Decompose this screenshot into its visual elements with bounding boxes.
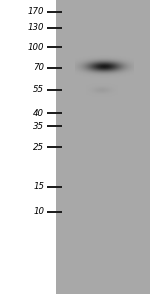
Text: 130: 130 [28, 24, 44, 32]
Bar [56, 0, 150, 294]
Text: 10: 10 [33, 207, 44, 216]
Text: 35: 35 [33, 122, 44, 131]
Text: 55: 55 [33, 85, 44, 94]
Bar [0, 0, 56, 294]
Text: 70: 70 [33, 63, 44, 72]
Text: 40: 40 [33, 109, 44, 118]
Text: 100: 100 [28, 43, 44, 51]
Text: 25: 25 [33, 143, 44, 151]
Text: 170: 170 [28, 7, 44, 16]
Text: 15: 15 [33, 182, 44, 191]
